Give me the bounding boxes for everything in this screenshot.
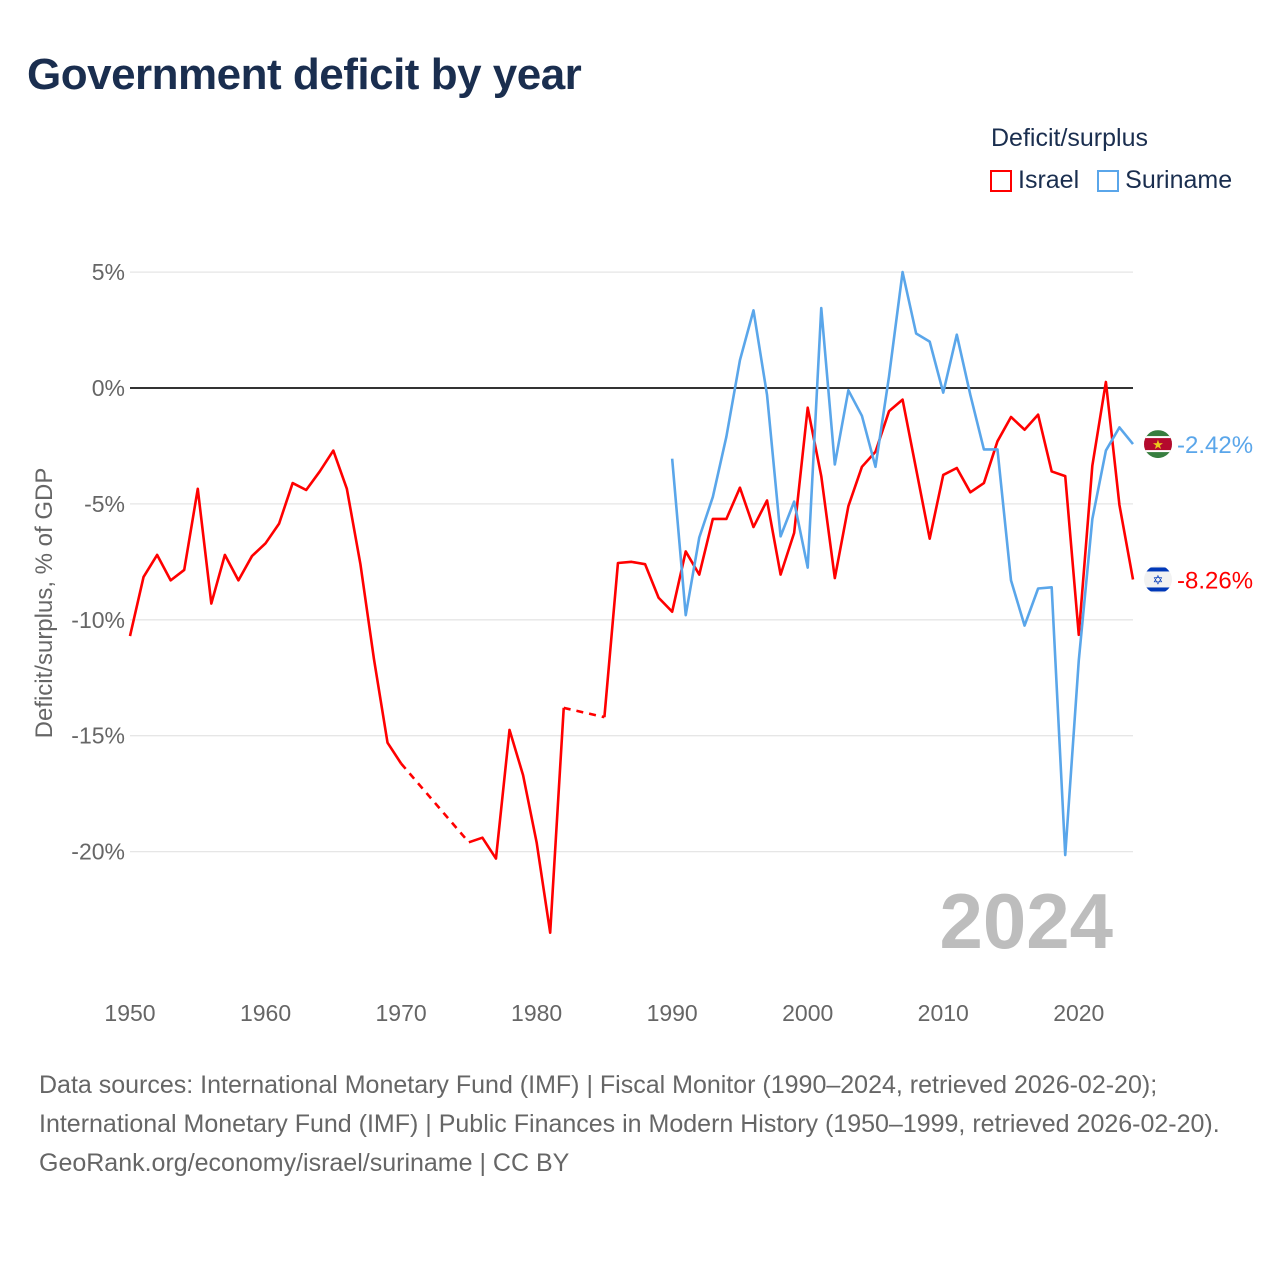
legend-item-suriname[interactable]: Suriname [1097, 166, 1232, 195]
x-tick-label: 1970 [375, 1000, 426, 1026]
israel-flag-icon: ✡ [1144, 565, 1172, 594]
x-tick-label: 2020 [1053, 1000, 1104, 1026]
star-icon: ★ [1152, 437, 1164, 452]
y-tick-label: 5% [92, 259, 125, 285]
flag-red [1144, 438, 1172, 451]
legend: Israel Suriname [990, 166, 1232, 195]
end-label-israel: -8.26% [1177, 567, 1253, 594]
series-gap-israel [400, 762, 470, 844]
y-axis-label: Deficit/surplus, % of GDP [31, 468, 58, 739]
legend-title: Deficit/surplus [991, 124, 1148, 152]
end-label-suriname: -2.42% [1177, 432, 1253, 459]
footer: Data sources: International Monetary Fun… [39, 1066, 1239, 1183]
flag-stripe-bottom [1144, 587, 1172, 592]
star-of-david-icon: ✡ [1153, 572, 1164, 587]
current-year-watermark: 2024 [939, 877, 1113, 965]
series-line-suriname [670, 270, 1135, 857]
series-line-israel [128, 449, 403, 765]
legend-swatch-suriname [1097, 169, 1120, 192]
legend-item-israel[interactable]: Israel [990, 166, 1079, 195]
x-tick-label: 1980 [511, 1000, 562, 1026]
legend-label-suriname: Suriname [1125, 166, 1233, 194]
y-tick-label: -20% [71, 839, 125, 865]
x-tick-label: 2010 [918, 1000, 969, 1026]
data-sources: Data sources: International Monetary Fun… [39, 1071, 1220, 1138]
y-tick-label: -15% [71, 723, 125, 749]
series-gap-israel [563, 706, 605, 719]
x-tick-label: 1950 [104, 1000, 155, 1026]
chart-title: Government deficit by year [27, 50, 582, 99]
y-tick-label: 0% [92, 375, 125, 401]
flag-bg [1144, 565, 1172, 594]
credit-link[interactable]: GeoRank.org/economy/israel/suriname | CC… [39, 1149, 570, 1177]
x-tick-label: 2000 [782, 1000, 833, 1026]
series-line-israel [468, 707, 566, 935]
legend-label-israel: Israel [1018, 166, 1080, 194]
series-line-israel [603, 380, 1135, 718]
x-tick-label: 1960 [240, 1000, 291, 1026]
x-tick-label: 1990 [647, 1000, 698, 1026]
flag-body: ✡ [1144, 567, 1172, 592]
y-tick-label: -10% [71, 607, 125, 633]
flag-body: ★ [1144, 430, 1172, 459]
legend-swatch-israel [990, 169, 1012, 192]
suriname-flag-icon: ★ [1144, 430, 1172, 459]
y-tick-label: -5% [84, 491, 125, 517]
flag-stripe-top [1144, 567, 1172, 572]
